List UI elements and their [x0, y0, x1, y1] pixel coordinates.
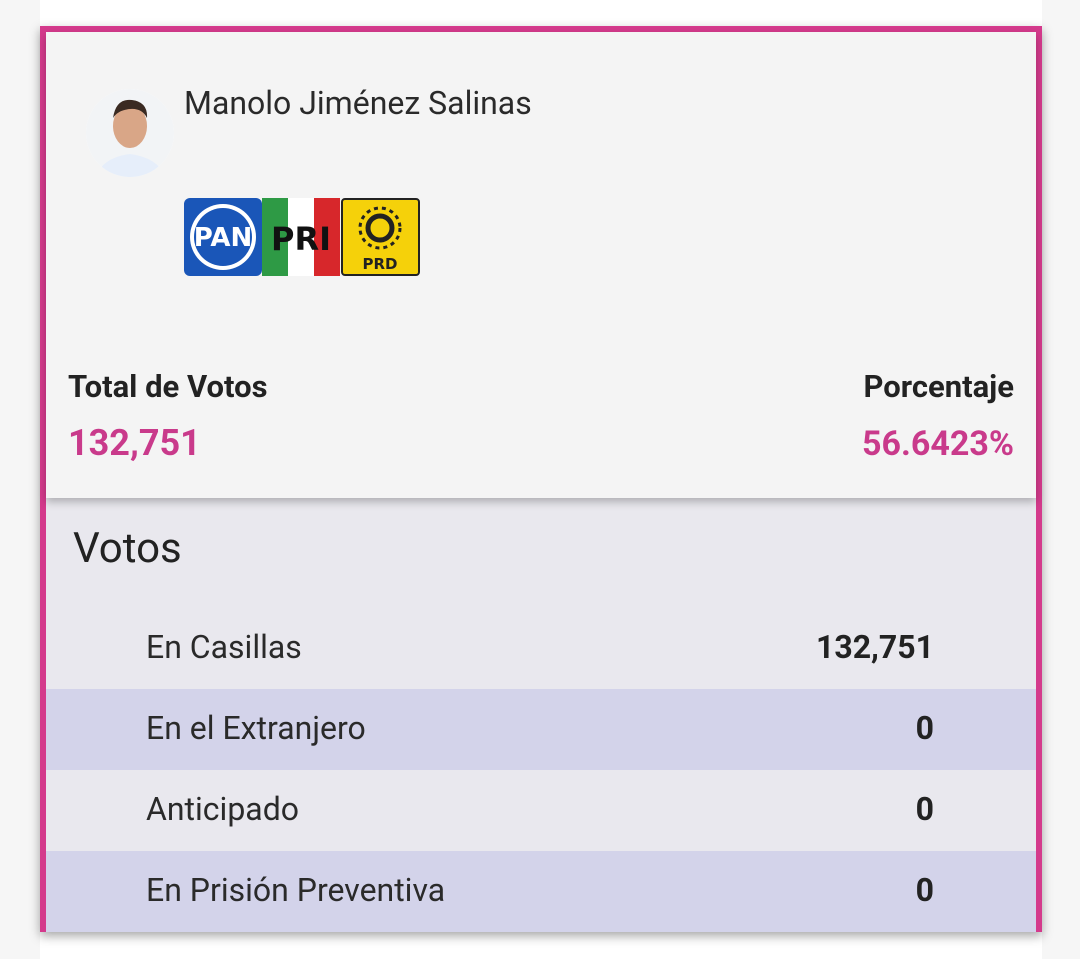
percent-value: 56.6423% [861, 424, 1014, 464]
row-value: 0 [915, 709, 934, 747]
votes-row: En Casillas 132,751 [46, 608, 1036, 689]
avatar [86, 89, 174, 177]
party-label: PRI [271, 220, 331, 258]
row-label: En Casillas [146, 628, 302, 666]
row-value: 132,751 [815, 628, 934, 666]
side-strip [0, 0, 40, 959]
votes-row: Anticipado 0 [46, 770, 1036, 851]
result-card: Manolo Jiménez Salinas PAN PRI PRD Total… [40, 26, 1042, 932]
candidate-section: Manolo Jiménez Salinas PAN PRI PRD Total… [46, 32, 1036, 498]
row-label: Anticipado [146, 790, 299, 828]
row-label: En el Extranjero [146, 709, 366, 747]
row-label: En Prisión Preventiva [146, 871, 446, 909]
votes-row: En Prisión Preventiva 0 [46, 851, 1036, 932]
total-label: Total de Votos [68, 368, 268, 405]
candidate-name: Manolo Jiménez Salinas [184, 84, 532, 122]
party-label: PAN [194, 223, 253, 253]
total-value: 132,751 [68, 422, 201, 464]
party-logos: PAN PRI PRD [184, 198, 420, 276]
party-label: PRD [363, 255, 398, 273]
side-strip [1042, 0, 1080, 959]
row-value: 0 [915, 790, 934, 828]
votes-title: Votos [73, 524, 182, 573]
percent-label: Porcentaje [863, 368, 1014, 405]
votes-row: En el Extranjero 0 [46, 689, 1036, 770]
row-value: 0 [915, 871, 934, 909]
